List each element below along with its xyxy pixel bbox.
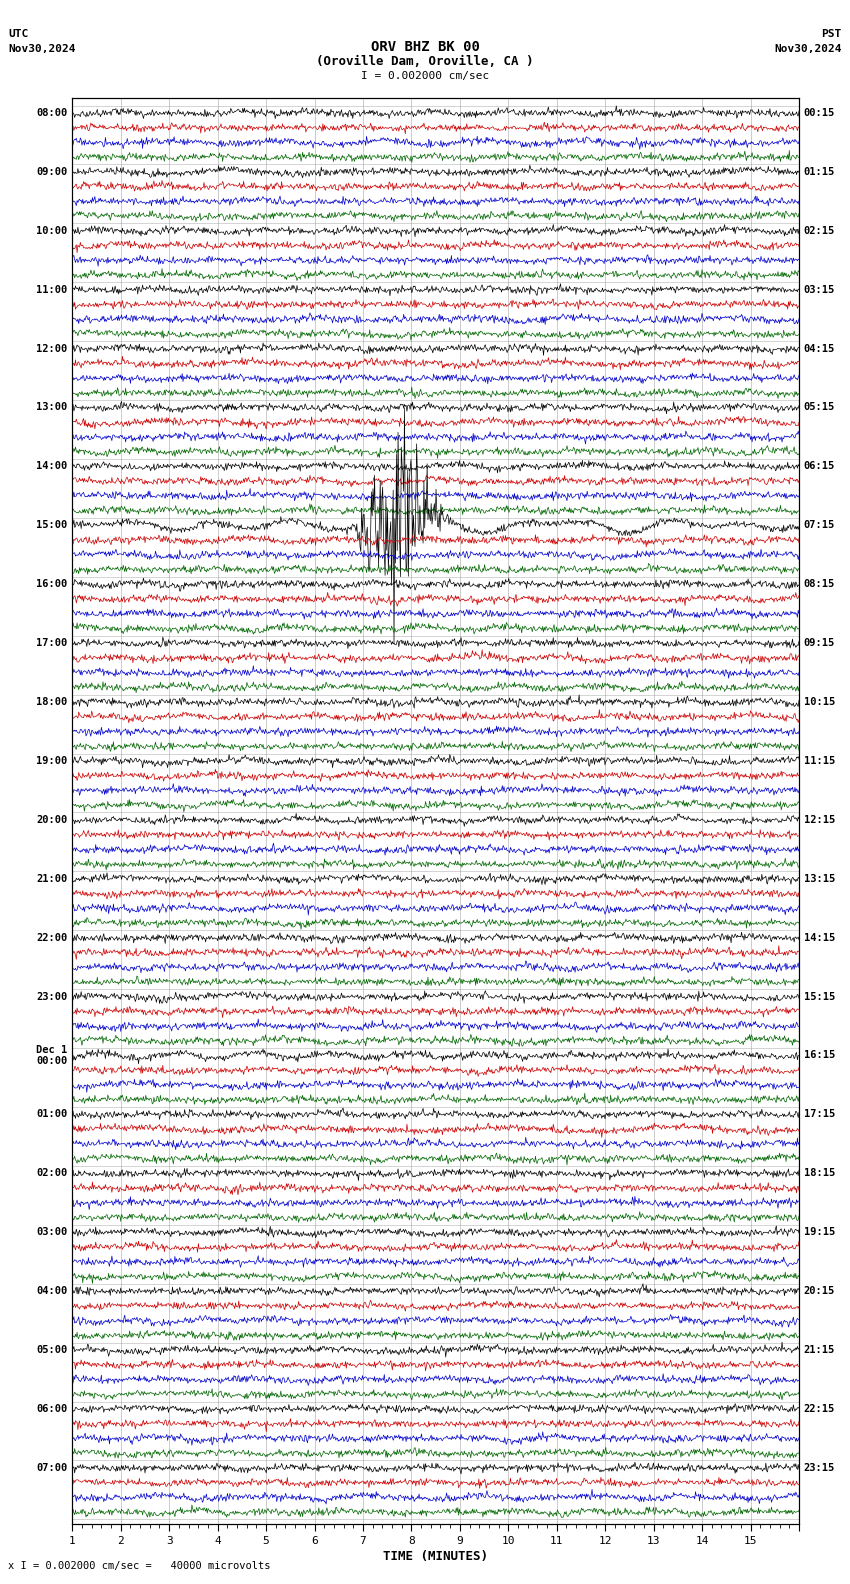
X-axis label: TIME (MINUTES): TIME (MINUTES) [383, 1549, 488, 1563]
Text: (Oroville Dam, Oroville, CA ): (Oroville Dam, Oroville, CA ) [316, 55, 534, 68]
Text: Nov30,2024: Nov30,2024 [8, 44, 76, 54]
Text: Nov30,2024: Nov30,2024 [774, 44, 842, 54]
Text: PST: PST [821, 29, 842, 38]
Text: x I = 0.002000 cm/sec =   40000 microvolts: x I = 0.002000 cm/sec = 40000 microvolts [8, 1562, 271, 1571]
Text: UTC: UTC [8, 29, 29, 38]
Text: ORV BHZ BK 00: ORV BHZ BK 00 [371, 40, 479, 54]
Text: I = 0.002000 cm/sec: I = 0.002000 cm/sec [361, 71, 489, 81]
